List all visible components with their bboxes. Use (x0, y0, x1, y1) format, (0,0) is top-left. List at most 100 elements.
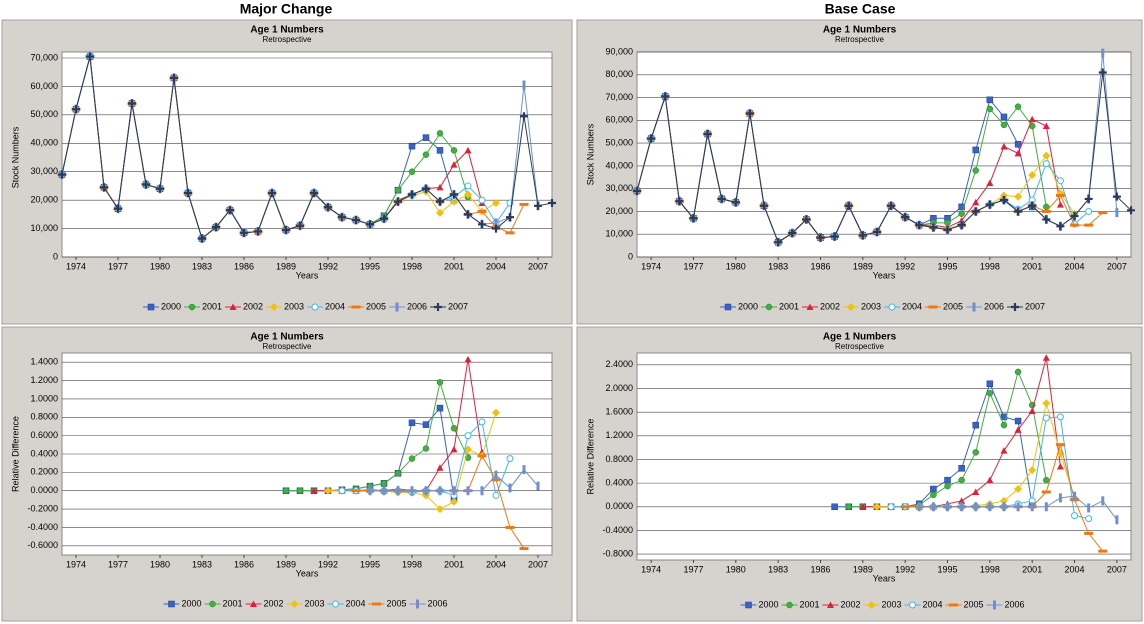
marker (1014, 417, 1022, 425)
column-title: Base Case (825, 1, 896, 17)
marker (424, 486, 428, 496)
legend-label: 2003 (284, 301, 304, 311)
x-tick-label: 1986 (810, 261, 830, 271)
marker (827, 601, 834, 608)
y-tick-label: 50,000 (30, 109, 58, 119)
marker (944, 482, 951, 490)
x-tick-label: 1983 (768, 261, 788, 271)
y-tick-label: 2.4000 (605, 359, 633, 369)
chart-subtitle: Retrospective (263, 35, 312, 44)
marker (464, 210, 472, 219)
y-tick-label: 70,000 (30, 52, 58, 62)
marker (436, 130, 444, 137)
y-tick-label: -0.6000 (27, 540, 58, 550)
marker (847, 303, 855, 311)
y-tick-label: 1.2000 (30, 375, 58, 385)
legend-label: 2005 (387, 598, 407, 608)
marker (184, 189, 192, 198)
marker (960, 502, 964, 512)
x-tick-label: 1998 (402, 559, 422, 569)
marker (986, 380, 994, 388)
marker (1014, 426, 1022, 433)
x-tick-label: 1998 (980, 564, 1000, 574)
legend-label: 2007 (448, 301, 468, 311)
marker (156, 184, 164, 193)
marker (1028, 115, 1036, 123)
y-tick-label: 0.0000 (30, 485, 58, 495)
x-tick-label: 1995 (360, 261, 380, 271)
marker (296, 487, 304, 494)
x-tick-label: 1977 (683, 261, 703, 271)
marker (1042, 215, 1051, 224)
marker (788, 229, 797, 238)
y-tick-label: 30,000 (30, 166, 58, 176)
marker (1000, 447, 1008, 454)
marker (324, 486, 332, 495)
marker (999, 496, 1008, 505)
column-title: Major Change (240, 1, 333, 17)
marker (478, 220, 486, 229)
marker (1014, 368, 1022, 376)
marker (466, 486, 470, 496)
legend-label: 2003 (305, 598, 325, 608)
marker (830, 232, 839, 241)
marker (438, 486, 442, 496)
marker (464, 432, 472, 440)
marker (492, 491, 500, 499)
marker (1115, 515, 1119, 525)
legend-label: 2001 (202, 301, 222, 311)
marker (464, 190, 472, 199)
marker (519, 202, 529, 206)
marker (1028, 171, 1037, 179)
marker (296, 221, 304, 230)
marker (408, 419, 416, 427)
marker (464, 355, 472, 363)
marker (1112, 192, 1121, 201)
series-line (636, 72, 1132, 243)
x-tick-label: 2004 (1065, 261, 1085, 271)
legend-label: 2004 (346, 598, 366, 608)
marker (366, 220, 374, 229)
marker (1042, 160, 1050, 168)
marker (422, 421, 430, 428)
marker (1098, 211, 1108, 215)
marker (915, 221, 924, 230)
marker (745, 601, 752, 609)
marker (1056, 413, 1064, 421)
marker (929, 223, 938, 232)
marker (436, 505, 444, 514)
y-tick-label: 0.8000 (605, 454, 633, 464)
marker (1055, 194, 1065, 197)
marker (972, 302, 976, 312)
marker (774, 238, 783, 247)
marker (974, 502, 978, 512)
marker (1071, 512, 1079, 520)
marker (816, 233, 825, 242)
marker (731, 198, 740, 207)
marker (508, 483, 512, 493)
x-tick-label: 1977 (108, 261, 128, 271)
marker (1030, 502, 1034, 512)
legend-label: 2004 (902, 301, 922, 311)
marker (534, 201, 542, 210)
marker (1000, 143, 1008, 150)
marker (86, 52, 94, 61)
x-tick-label: 2007 (1107, 564, 1127, 574)
marker (1101, 48, 1105, 58)
marker (492, 224, 500, 233)
legend-label: 2005 (964, 599, 984, 609)
legend-label: 2000 (738, 301, 758, 311)
plot-area (636, 352, 1132, 561)
marker (450, 497, 458, 506)
chart-title: Age 1 Numbers (823, 332, 897, 343)
marker (494, 218, 498, 228)
marker (310, 189, 318, 198)
marker (831, 503, 838, 511)
x-tick-label: 2004 (1065, 564, 1085, 574)
marker (380, 480, 388, 487)
marker (1014, 207, 1023, 216)
marker (147, 303, 155, 311)
marker (548, 198, 556, 207)
marker (1044, 502, 1048, 512)
marker (382, 486, 386, 496)
